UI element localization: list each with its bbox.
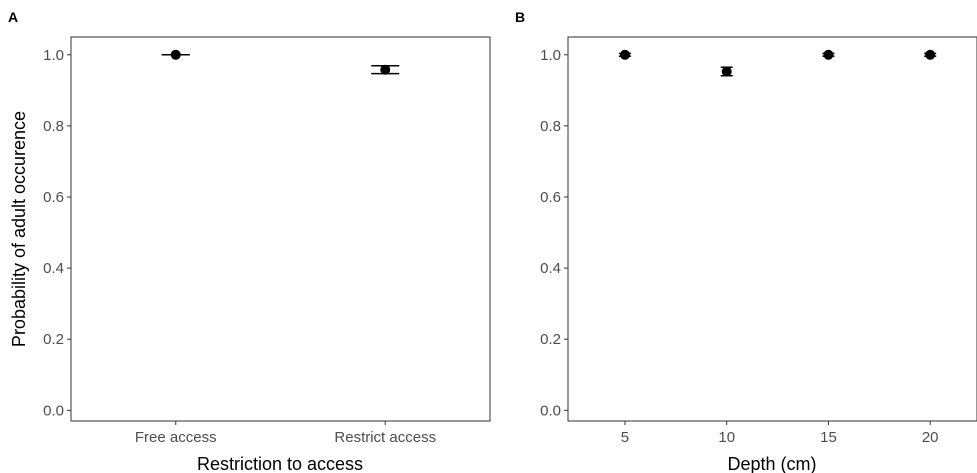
panel-a-data-point <box>161 49 190 60</box>
panel-b-x-tick-label: 10 <box>718 429 735 446</box>
y-axis-title: Probability of adult occurence <box>9 111 29 347</box>
panel-a-data-point <box>371 64 400 75</box>
panel-a-x-tick-label: Free access <box>135 429 217 446</box>
panel-b-y-tick-label: 0.0 <box>540 402 561 419</box>
panel-b-points <box>618 49 937 77</box>
panel-b-y-axis: 0.0 0.2 0.4 0.6 0.8 1.0 <box>540 47 568 419</box>
panel-b-y-tick-label: 0.4 <box>540 260 561 277</box>
panel-a-plot-border <box>70 36 491 422</box>
panel-b-data-point <box>924 49 937 60</box>
panel-b-x-tick-label: 5 <box>621 429 629 446</box>
panel-a-x-tick-label: Restrict access <box>334 429 436 446</box>
panel-b-y-tick-label: 0.8 <box>540 118 561 135</box>
panel-b: B 0.0 0.2 0.4 0.6 0.8 1.0 5 10 15 20 Depth (cm) <box>515 9 977 473</box>
panel-a-point-marker <box>380 64 391 75</box>
panel-b-point-marker <box>619 49 630 60</box>
panel-a-points <box>161 49 400 75</box>
panel-a-x-axis: Free access Restrict access <box>135 421 436 446</box>
panel-b-point-marker <box>721 66 732 77</box>
panel-b-x-axis-title: Depth (cm) <box>727 454 816 473</box>
panel-b-plot-border <box>567 36 977 422</box>
panel-b-point-marker <box>823 49 834 60</box>
panel-a-y-tick-label: 1.0 <box>43 47 64 64</box>
panel-b-x-tick-label: 15 <box>820 429 837 446</box>
panel-a-y-tick-label: 0.2 <box>43 331 64 348</box>
panel-a: A 0.0 0.2 0.4 0.6 0.8 1.0 Free access Restrict… <box>8 9 491 473</box>
panel-b-y-tick-label: 1.0 <box>540 47 561 64</box>
panel-a-x-axis-title: Restriction to access <box>197 454 363 473</box>
panel-b-label: B <box>515 9 525 25</box>
panel-b-x-tick-label: 20 <box>922 429 939 446</box>
panel-a-y-tick-label: 0.0 <box>43 402 64 419</box>
panel-a-y-axis: 0.0 0.2 0.4 0.6 0.8 1.0 <box>43 47 71 419</box>
panel-b-point-marker <box>925 49 936 60</box>
panel-b-y-tick-label: 0.6 <box>540 189 561 206</box>
panel-b-data-point <box>822 49 835 60</box>
panel-b-y-tick-label: 0.2 <box>540 331 561 348</box>
panel-b-data-point <box>618 49 631 60</box>
panel-a-y-tick-label: 0.4 <box>43 260 64 277</box>
panel-a-y-tick-label: 0.8 <box>43 118 64 135</box>
panel-a-y-tick-label: 0.6 <box>43 189 64 206</box>
panel-b-data-point <box>720 66 733 77</box>
panel-a-label: A <box>8 9 18 25</box>
panel-a-point-marker <box>170 49 181 60</box>
panel-b-x-axis: 5 10 15 20 <box>621 421 939 446</box>
